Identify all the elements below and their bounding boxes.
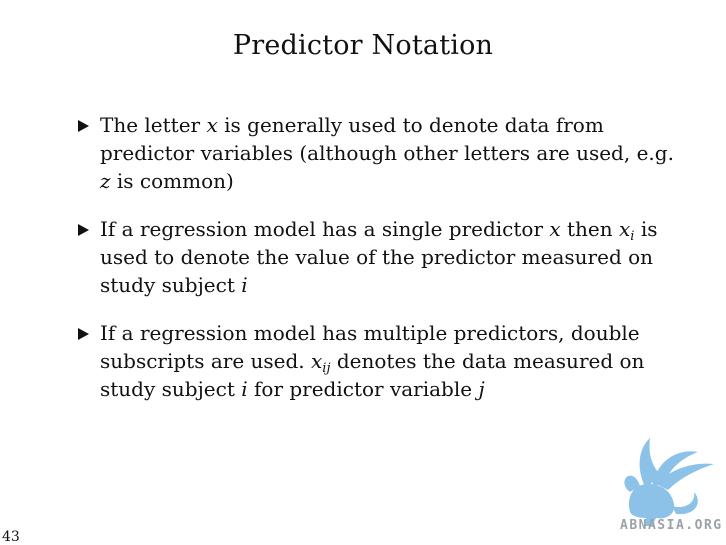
slide-title: Predictor Notation bbox=[232, 30, 494, 61]
bullet-triangle-icon bbox=[78, 120, 89, 132]
page-number: 43 bbox=[2, 529, 20, 545]
bullet-list: The letter x is generally used to denote… bbox=[78, 111, 678, 423]
watermark-text: ABNASIA.ORG bbox=[620, 518, 723, 533]
bullet-triangle-icon bbox=[78, 224, 89, 236]
bullet-text: If a regression model has a single predi… bbox=[100, 217, 658, 297]
bullet-text: The letter x is generally used to denote… bbox=[100, 113, 674, 193]
bullet-item: The letter x is generally used to denote… bbox=[78, 111, 678, 195]
bullet-item: If a regression model has multiple predi… bbox=[78, 319, 678, 403]
bullet-text: If a regression model has multiple predi… bbox=[100, 321, 645, 401]
bullet-triangle-icon bbox=[78, 328, 89, 340]
bullet-item: If a regression model has a single predi… bbox=[78, 215, 678, 299]
griffin-icon bbox=[624, 438, 714, 526]
